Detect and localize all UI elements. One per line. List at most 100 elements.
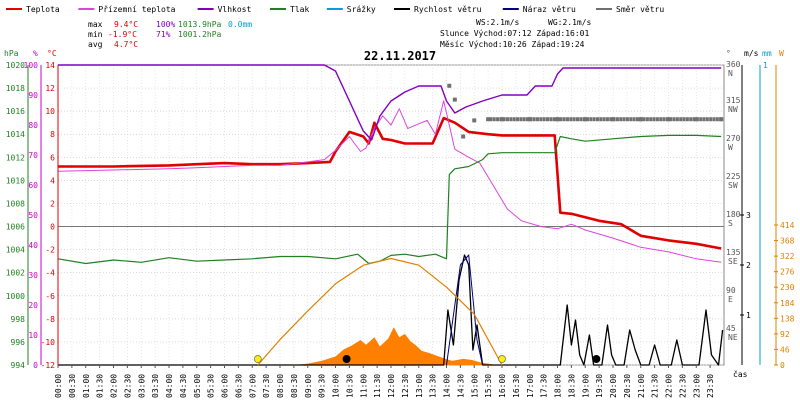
wind-direction-mark: [461, 134, 466, 139]
direction-compass-label: N: [728, 69, 733, 78]
wind-direction-mark: [612, 117, 616, 122]
moon-marker: [342, 355, 351, 363]
solar-tick-label: 368: [780, 237, 795, 246]
wind-tick-label: 1: [746, 311, 751, 320]
x-tick-label: 09:00: [304, 374, 313, 398]
pressure-tick-label: 1010: [6, 176, 25, 185]
series-line: [58, 64, 722, 141]
legend-label: Rychlost větru: [414, 5, 482, 14]
temperature-tick-label: 12: [45, 84, 55, 93]
direction-degree-label: 225: [726, 172, 741, 181]
x-tick-label: 02:00: [110, 374, 119, 398]
humidity-tick-label: 80: [28, 121, 38, 130]
solar-tick-label: 276: [780, 268, 795, 277]
max-pressure: 1013.9hPa: [178, 20, 222, 29]
wind-direction-mark: [695, 117, 699, 122]
humidity-tick-label: 50: [28, 211, 38, 220]
chart-axes: hPa% °C14121086420-2-4-6-8-10-12100908070…: [4, 49, 795, 398]
wind-tick-label: 2: [746, 261, 751, 270]
humidity-unit: %: [33, 49, 38, 58]
x-tick-label: 15:30: [484, 374, 493, 398]
x-tick-label: 01:30: [96, 374, 105, 398]
solar-tick-label: 184: [780, 299, 795, 308]
humidity-tick-label: 90: [28, 91, 38, 100]
temperature-tick-label: -10: [41, 338, 56, 347]
wind-direction-mark: [585, 117, 589, 122]
humidity-tick-label: 20: [28, 301, 38, 310]
x-tick-label: 14:30: [456, 374, 465, 398]
solar-tick-label: 0: [780, 361, 785, 370]
max-temp: 9.4°C: [114, 20, 138, 29]
x-tick-label: 13:00: [415, 374, 424, 398]
wind-direction-mark: [619, 117, 623, 122]
wind-direction-mark: [709, 117, 713, 122]
max-humidity: 100%: [156, 20, 175, 29]
temperature-tick-label: 14: [45, 61, 55, 70]
wind-direction-mark: [552, 117, 556, 122]
pressure-tick-label: 1014: [6, 130, 25, 139]
wind-direction-mark: [542, 117, 546, 122]
x-tick-label: 05:30: [207, 374, 216, 398]
wind-direction-mark: [556, 117, 559, 122]
solar-tick-label: 230: [780, 283, 795, 292]
x-tick-label: 13:30: [429, 374, 438, 398]
direction-degree-label: 135: [726, 248, 741, 257]
x-tick-label: 22:30: [678, 374, 687, 398]
wind-gust-info: WG:2.1m/s: [548, 18, 592, 27]
wind-direction-mark: [605, 117, 609, 122]
x-tick-label: 16:00: [498, 374, 507, 398]
wind-direction-mark: [642, 117, 646, 122]
x-tick-label: 12:00: [387, 374, 396, 398]
direction-compass-label: S: [728, 219, 733, 228]
wind-direction-mark: [672, 117, 676, 122]
wind-direction-mark: [565, 117, 569, 122]
pressure-tick-label: 1006: [6, 223, 25, 232]
wind-direction-mark: [502, 117, 506, 122]
wind-direction-mark: [615, 117, 619, 122]
solar-tick-label: 46: [780, 345, 790, 354]
humidity-tick-label: 30: [28, 271, 38, 280]
x-tick-label: 21:30: [651, 374, 660, 398]
humidity-tick-label: 40: [28, 241, 38, 250]
wind-direction-mark: [492, 117, 496, 122]
astro-info: WS:2.1m/s WG:2.1m/s Slunce Východ:07:12 …: [440, 18, 592, 49]
rain-tick-label: 1: [763, 61, 768, 70]
direction-degree-label: 270: [726, 134, 741, 143]
wind-direction-mark: [595, 117, 599, 122]
wind-direction-mark: [536, 117, 540, 122]
x-tick-label: 01:00: [82, 374, 91, 398]
solar-radiation-area: [293, 327, 497, 365]
solar-tick-label: 322: [780, 252, 795, 261]
direction-degree-label: 45: [726, 324, 736, 333]
wind-direction-mark: [447, 83, 452, 88]
wind-direction-mark: [506, 117, 510, 122]
wind-direction-mark: [685, 117, 689, 122]
legend-label: Vlhkost: [218, 5, 252, 14]
x-tick-label: 09:30: [318, 374, 327, 398]
wind-direction-mark: [509, 117, 513, 122]
wind-direction-mark: [549, 117, 553, 122]
min-label: min: [88, 30, 103, 39]
wind-direction-mark: [655, 117, 659, 122]
max-rain: 0.0mm: [228, 20, 252, 29]
wind-direction-mark: [529, 117, 533, 122]
wind-direction-mark: [635, 117, 639, 122]
x-tick-label: 04:00: [165, 374, 174, 398]
x-tick-label: 18:30: [567, 374, 576, 398]
x-tick-label: 10:00: [332, 374, 341, 398]
pressure-tick-label: 1008: [6, 199, 25, 208]
wind-direction-mark: [452, 97, 457, 102]
solar-tick-label: 414: [780, 221, 795, 230]
temperature-tick-label: -4: [45, 269, 55, 278]
x-tick-label: 06:00: [221, 374, 230, 398]
wind-direction-mark: [669, 117, 673, 122]
wind-direction-mark: [625, 117, 629, 122]
direction-compass-label: SW: [728, 181, 738, 190]
legend-label: Teplota: [26, 5, 60, 14]
wind-direction-mark: [599, 117, 603, 122]
avg-temp: 4.7°C: [114, 40, 138, 49]
max-label: max: [88, 20, 103, 29]
pressure-tick-label: 998: [11, 315, 26, 324]
x-tick-label: 05:00: [193, 374, 202, 398]
